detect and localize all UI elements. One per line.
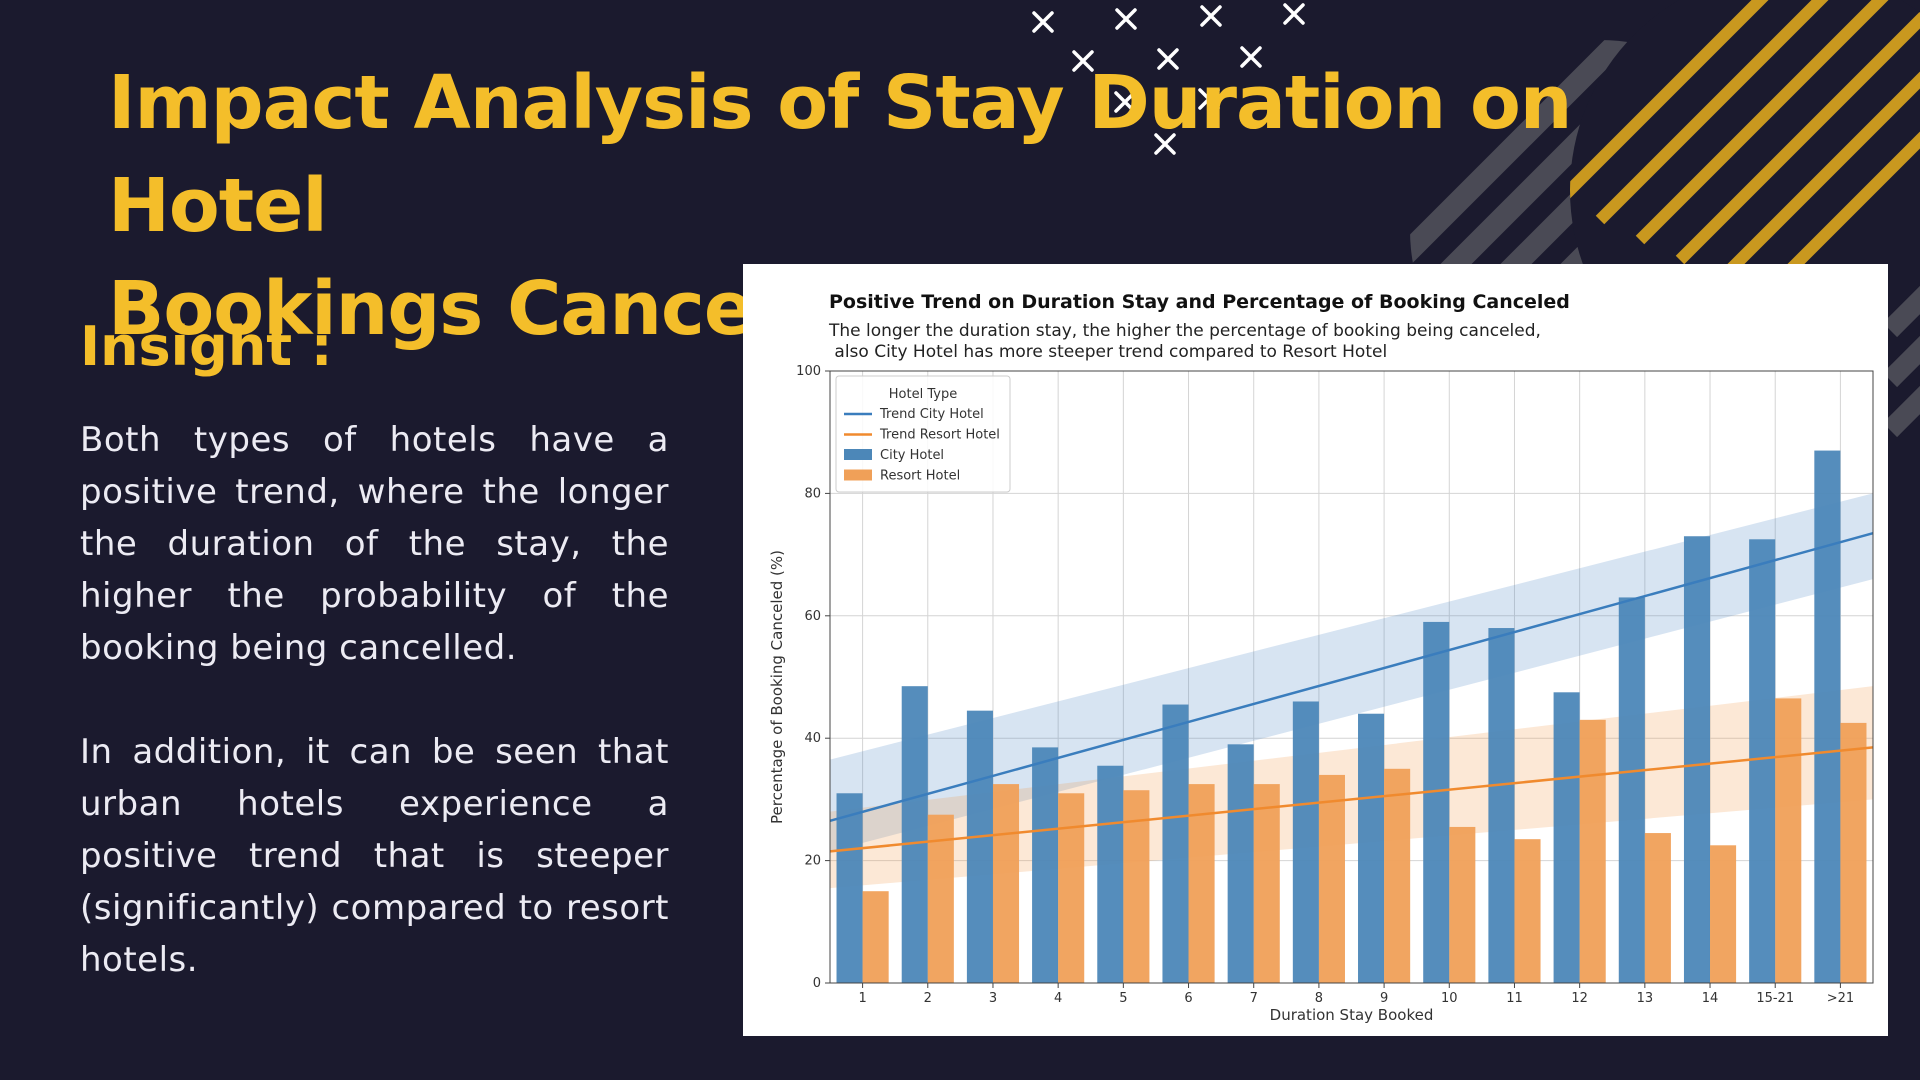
bar-resort bbox=[1253, 784, 1280, 983]
trend-line-city bbox=[829, 531, 1874, 823]
bar-resort bbox=[1710, 845, 1737, 983]
plot-frame bbox=[829, 370, 1874, 984]
x-tick-label: 12 bbox=[1571, 991, 1588, 1006]
legend-label: Trend Resort Hotel bbox=[879, 428, 1000, 443]
insight-paragraph-2: In addition, it can be seen that urban h… bbox=[80, 732, 669, 980]
legend-title: Hotel Type bbox=[889, 387, 957, 402]
x-tick-label: >21 bbox=[1827, 991, 1854, 1006]
chart-subtitle-line-2: also City Hotel has more steeper trend c… bbox=[829, 342, 1387, 362]
bar-resort bbox=[1840, 722, 1867, 983]
legend-patch-swatch bbox=[844, 449, 872, 460]
trend-band-city bbox=[830, 493, 1873, 852]
y-axis-label: Percentage of Booking Canceled (%) bbox=[768, 550, 786, 824]
bar-city bbox=[1358, 713, 1385, 983]
bar-city bbox=[1097, 765, 1124, 983]
x-tick-label: 5 bbox=[1119, 991, 1127, 1006]
bar-chart: Positive Trend on Duration Stay and Perc… bbox=[768, 291, 1874, 1024]
bar-resort bbox=[862, 891, 889, 983]
chart-subtitle-line-1: The longer the duration stay, the higher… bbox=[828, 321, 1541, 341]
bar-resort bbox=[1579, 719, 1606, 983]
bar-resort bbox=[1514, 839, 1541, 983]
x-tick-label: 3 bbox=[989, 991, 997, 1006]
insight-heading: Insight : bbox=[80, 315, 333, 378]
bar-city bbox=[1683, 536, 1711, 983]
x-tick-label: 9 bbox=[1380, 991, 1388, 1006]
bar-city bbox=[1749, 539, 1776, 983]
x-tick-label: 7 bbox=[1250, 991, 1258, 1006]
trend-band-resort bbox=[830, 686, 1873, 889]
insight-paragraph-1: Both types of hotels have a positive tre… bbox=[80, 420, 669, 668]
x-tick-label: 10 bbox=[1441, 991, 1458, 1006]
x-tick-label: 15-21 bbox=[1756, 991, 1794, 1006]
y-tick-label: 40 bbox=[804, 731, 821, 746]
x-tick-label: 14 bbox=[1702, 991, 1719, 1006]
legend-label: Trend City Hotel bbox=[879, 407, 984, 422]
bar-city bbox=[1227, 744, 1254, 983]
legend-patch-swatch bbox=[844, 469, 872, 481]
y-tick-label: 20 bbox=[804, 854, 821, 869]
bar-resort bbox=[1449, 826, 1476, 983]
bar-city bbox=[1032, 747, 1059, 983]
bar-city bbox=[901, 686, 928, 983]
x-axis-label: Duration Stay Booked bbox=[1270, 1006, 1434, 1024]
bar-resort bbox=[1188, 784, 1215, 983]
y-tick-label: 60 bbox=[804, 609, 821, 624]
x-tick-label: 1 bbox=[858, 991, 866, 1006]
bar-resort bbox=[1318, 774, 1345, 983]
bar-city bbox=[966, 710, 993, 983]
chart-legend: Hotel Type Trend City Hotel Trend Resort H… bbox=[835, 375, 1011, 493]
trend-line-resort bbox=[829, 746, 1874, 853]
bar-resort bbox=[1058, 793, 1085, 983]
bar-resort bbox=[927, 814, 954, 983]
chart-title: Positive Trend on Duration Stay and Perc… bbox=[829, 291, 1570, 313]
bar-city bbox=[1292, 701, 1319, 983]
legend-box bbox=[835, 375, 1011, 493]
x-tick-label: 8 bbox=[1315, 991, 1323, 1006]
bar-city bbox=[1162, 704, 1189, 983]
x-tick-label: 2 bbox=[924, 991, 932, 1006]
legend-label: City Hotel bbox=[880, 448, 944, 463]
bar-resort bbox=[1775, 698, 1802, 983]
x-tick-label: 11 bbox=[1506, 991, 1523, 1006]
x-marks-icon bbox=[1032, 3, 1305, 155]
title-line-1: Impact Analysis of Stay Duration on Hote… bbox=[108, 60, 1572, 249]
x-tick-label: 4 bbox=[1054, 991, 1062, 1006]
bar-city bbox=[1618, 597, 1645, 983]
x-tick-label: 6 bbox=[1184, 991, 1192, 1006]
x-tick-label: 13 bbox=[1637, 991, 1654, 1006]
bar-city bbox=[836, 793, 863, 983]
trend-bands bbox=[830, 493, 1873, 889]
y-tick-label: 80 bbox=[804, 486, 821, 501]
y-tick-label: 0 bbox=[813, 976, 821, 991]
chart-bars bbox=[836, 450, 1867, 983]
bar-resort bbox=[1644, 833, 1671, 983]
trend-lines bbox=[829, 531, 1874, 853]
bar-city bbox=[1553, 692, 1580, 983]
legend-label: Resort Hotel bbox=[880, 469, 960, 484]
bar-resort bbox=[992, 784, 1020, 983]
y-tick-label: 100 bbox=[796, 364, 821, 379]
bar-city bbox=[1423, 621, 1450, 983]
chart-panel: Positive Trend on Duration Stay and Perc… bbox=[743, 264, 1888, 1036]
bar-resort bbox=[1384, 768, 1411, 983]
bar-city bbox=[1814, 450, 1841, 983]
bar-city bbox=[1488, 628, 1515, 983]
gray-stripes-right-edge bbox=[1882, 285, 1920, 438]
